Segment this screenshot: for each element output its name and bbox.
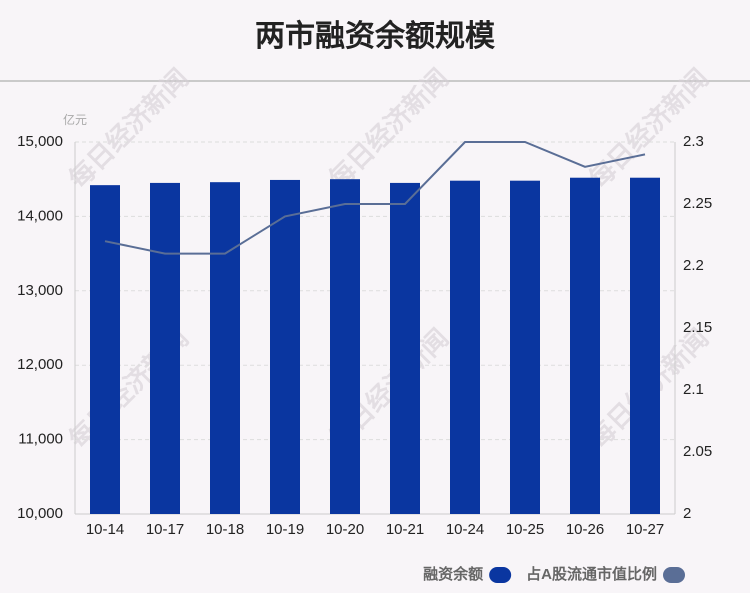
bar — [330, 179, 360, 514]
y2-tick-label: 2.1 — [683, 381, 704, 398]
x-tick-label: 10-21 — [386, 521, 424, 538]
bar — [510, 180, 540, 515]
y-tick-label: 15,000 — [17, 133, 63, 150]
bar — [90, 185, 120, 515]
x-tick-label: 10-14 — [86, 521, 124, 538]
y-tick-label: 11,000 — [18, 431, 63, 448]
chart-title: 两市融资余额规模 — [255, 19, 495, 53]
y-unit: 亿元 — [63, 112, 87, 127]
bar — [150, 182, 180, 515]
y2-tick-label: 2.15 — [683, 319, 712, 336]
x-tick-label: 10-18 — [206, 521, 244, 538]
y2-tick-label: 2.05 — [683, 443, 712, 460]
y2-tick-label: 2.2 — [683, 257, 704, 274]
legend-swatch — [663, 567, 685, 583]
x-tick-label: 10-26 — [566, 521, 604, 538]
x-tick-label: 10-19 — [266, 521, 304, 538]
legend-label: 占A股流通市值比例 — [526, 565, 657, 583]
y2-tick-label: 2.3 — [683, 133, 704, 150]
bar — [270, 179, 300, 514]
bar — [210, 182, 240, 514]
y-tick-label: 13,000 — [17, 282, 63, 299]
x-tick-label: 10-17 — [146, 521, 184, 538]
legend-label: 融资余额 — [423, 565, 483, 583]
y-tick-label: 12,000 — [17, 356, 63, 373]
y-tick-label: 10,000 — [17, 505, 63, 522]
y2-tick-label: 2 — [683, 505, 691, 522]
y2-tick-label: 2.25 — [683, 195, 712, 212]
bar — [630, 177, 660, 514]
x-tick-label: 10-24 — [446, 521, 484, 538]
x-tick-label: 10-25 — [506, 521, 544, 538]
bar — [450, 180, 480, 515]
x-tick-label: 10-20 — [326, 521, 364, 538]
bar — [390, 182, 420, 515]
y-tick-label: 14,000 — [17, 207, 63, 224]
bar — [570, 177, 600, 514]
legend-swatch — [489, 567, 512, 583]
line — [104, 141, 646, 255]
x-tick-label: 10-27 — [626, 521, 664, 538]
